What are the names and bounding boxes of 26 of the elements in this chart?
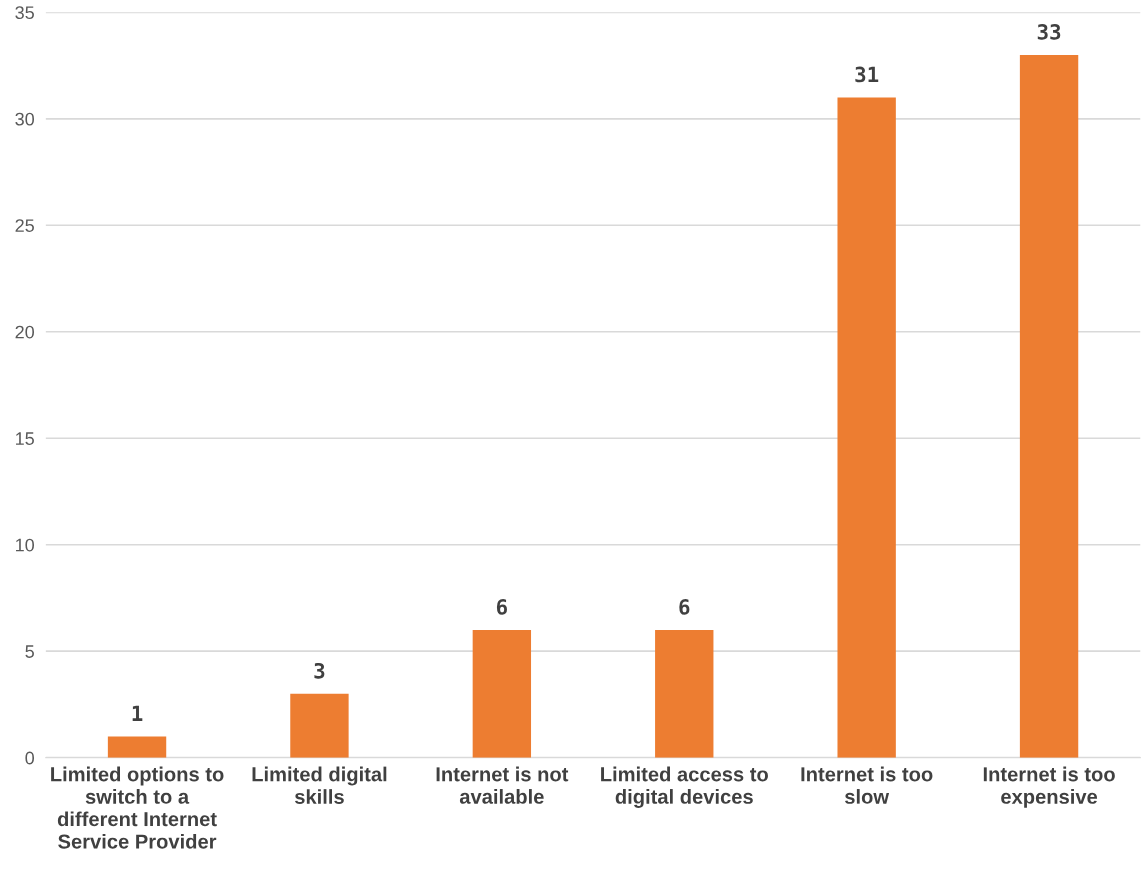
x-tick-label: Internet is too expensive xyxy=(983,766,1115,808)
y-tick-label: 10 xyxy=(16,538,35,552)
y-tick-label: 0 xyxy=(25,751,35,765)
x-tick-label: Limited options to switch to a different Internet Service Provider xyxy=(51,766,224,849)
x-tick-label: Internet is too slow xyxy=(801,766,933,804)
data-label: 6 xyxy=(679,599,690,615)
bar xyxy=(472,629,532,758)
y-tick-label: 35 xyxy=(15,6,34,20)
y-tick-label: 25 xyxy=(15,219,34,232)
y-tick-label: 20 xyxy=(15,325,35,339)
data-label: 3 xyxy=(314,662,325,679)
y-tick-label: 5 xyxy=(25,645,34,658)
x-tick-label: Internet is not available xyxy=(436,766,569,804)
data-label: 1 xyxy=(132,705,143,721)
y-tick-label: 15 xyxy=(16,432,34,445)
x-tick-label: Limited digital skills xyxy=(252,766,387,804)
bar xyxy=(655,629,714,758)
bar xyxy=(290,693,349,758)
y-tick-label: 30 xyxy=(15,112,35,126)
data-label: 31 xyxy=(855,66,879,83)
bar xyxy=(107,736,167,758)
data-label: 33 xyxy=(1037,24,1061,40)
bar xyxy=(1019,54,1079,758)
x-tick-label: Limited access to digital devices xyxy=(601,766,768,808)
bar xyxy=(837,97,896,758)
data-label: 6 xyxy=(496,599,507,615)
